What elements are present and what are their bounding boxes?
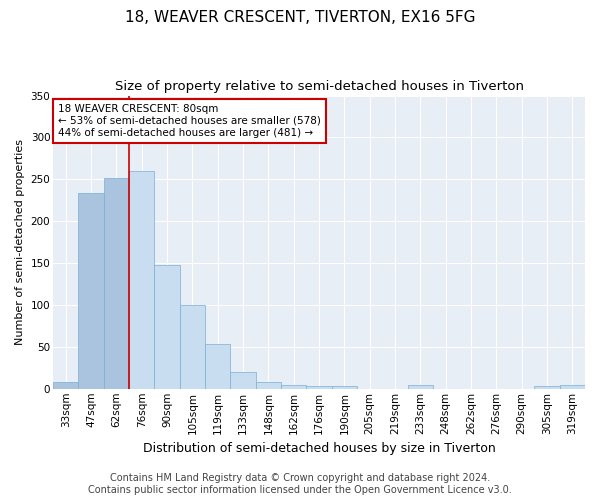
Bar <box>53 382 79 389</box>
Bar <box>129 171 154 389</box>
Bar <box>307 386 332 389</box>
Bar <box>281 384 307 389</box>
Text: 18, WEAVER CRESCENT, TIVERTON, EX16 5FG: 18, WEAVER CRESCENT, TIVERTON, EX16 5FG <box>125 10 475 25</box>
Bar <box>154 265 180 389</box>
Bar <box>104 178 129 389</box>
Bar <box>535 386 560 389</box>
Bar <box>205 344 230 389</box>
Bar <box>230 372 256 389</box>
Text: Contains HM Land Registry data © Crown copyright and database right 2024.
Contai: Contains HM Land Registry data © Crown c… <box>88 474 512 495</box>
Bar <box>79 192 104 389</box>
Bar <box>560 386 585 389</box>
Bar <box>407 384 433 389</box>
Bar <box>332 386 357 389</box>
Text: 18 WEAVER CRESCENT: 80sqm
← 53% of semi-detached houses are smaller (578)
44% of: 18 WEAVER CRESCENT: 80sqm ← 53% of semi-… <box>58 104 321 138</box>
Bar <box>180 305 205 389</box>
X-axis label: Distribution of semi-detached houses by size in Tiverton: Distribution of semi-detached houses by … <box>143 442 496 455</box>
Title: Size of property relative to semi-detached houses in Tiverton: Size of property relative to semi-detach… <box>115 80 524 93</box>
Bar <box>256 382 281 389</box>
Y-axis label: Number of semi-detached properties: Number of semi-detached properties <box>15 139 25 345</box>
